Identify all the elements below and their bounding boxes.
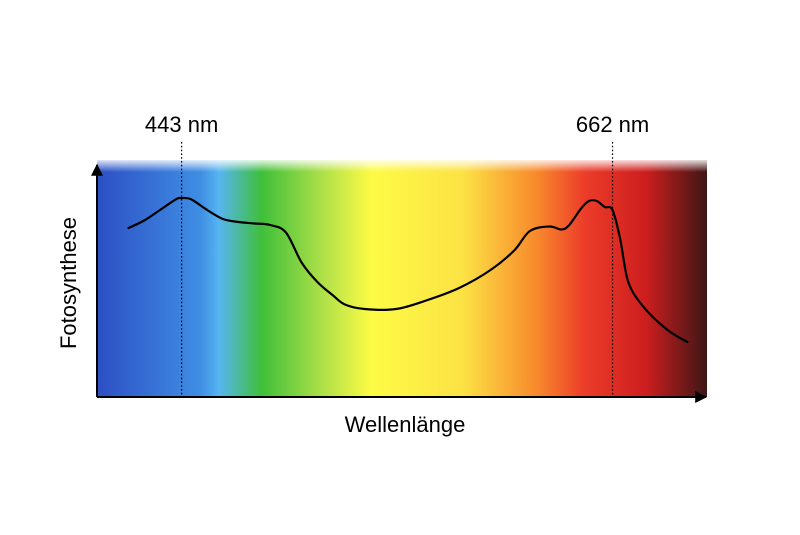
spectrum-top-fade (97, 158, 707, 172)
peak-annotations: 443 nm 662 nm (145, 112, 649, 397)
spectrum-background (97, 160, 707, 397)
x-axis-label: Wellenlänge (345, 412, 466, 437)
photosynthesis-curve (127, 196, 689, 344)
y-axis-label: Fotosynthese (56, 217, 81, 349)
peak-label-1: 662 nm (576, 112, 649, 137)
peak-label-0: 443 nm (145, 112, 218, 137)
